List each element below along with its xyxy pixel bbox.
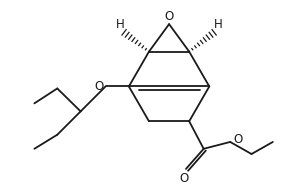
Text: H: H [214,18,222,31]
Text: H: H [116,18,125,31]
Text: O: O [95,80,104,93]
Text: O: O [179,172,188,185]
Text: O: O [233,133,242,146]
Text: O: O [164,10,174,23]
